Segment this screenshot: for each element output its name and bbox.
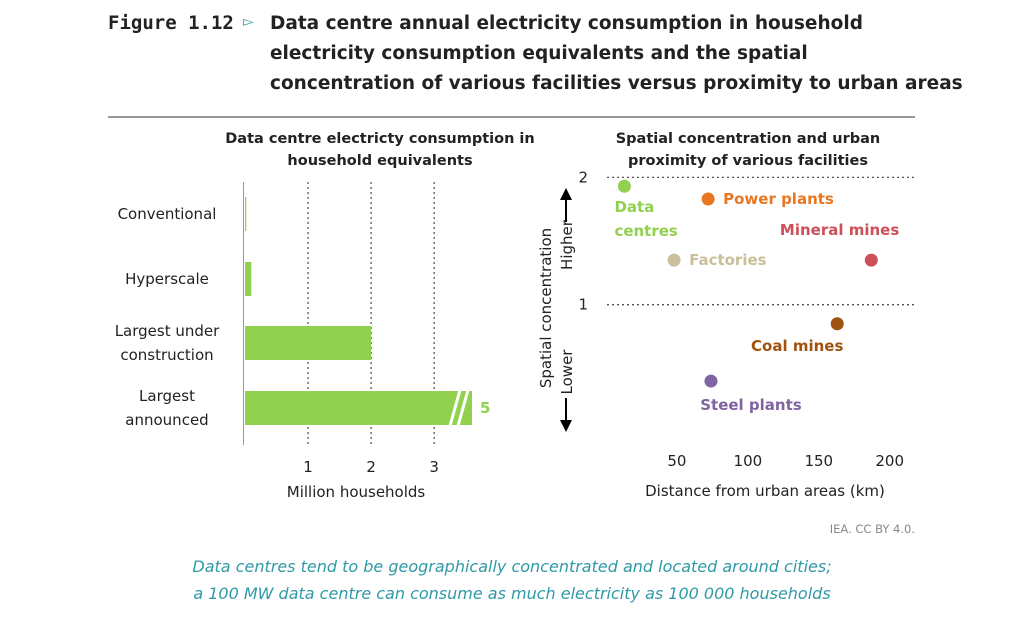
axis-break	[456, 389, 470, 427]
point-label: Steel plants	[700, 396, 802, 415]
caption-line: a 100 MW data centre can consume as much…	[193, 584, 831, 603]
point	[617, 179, 631, 193]
title-line: Data centre annual electricity consumpti…	[270, 13, 863, 34]
arrow-down-head	[560, 420, 572, 432]
point-label: Coal mines	[751, 336, 844, 355]
point	[701, 192, 715, 206]
x-tick-label: 3	[429, 458, 439, 476]
source: IEA. CC BY 4.0.	[829, 522, 915, 536]
point	[830, 317, 844, 331]
bar	[245, 326, 372, 360]
point	[667, 253, 681, 267]
title-line: electricity consumption equivalents and …	[270, 43, 808, 64]
x-tick-label: 150	[804, 452, 833, 470]
y-tick-label: Largest under construction	[114, 322, 220, 364]
x-axis-label: Distance from urban areas (km)	[645, 482, 885, 500]
caption-line: Data centres tend to be geographically c…	[192, 557, 832, 576]
chart-title: Data centre electricty consumption in ho…	[225, 131, 535, 169]
x-tick-label: 100	[734, 452, 763, 470]
x-tick-label: 50	[667, 452, 686, 470]
point-label: Power plants	[723, 190, 834, 208]
chart-title: Spatial concentration and urban proximit…	[615, 131, 881, 169]
value-label: 5	[480, 399, 490, 417]
axis-break	[448, 389, 462, 427]
y-axis-label: Spatial concentration	[537, 228, 555, 388]
bar	[245, 391, 472, 425]
figure-marker: ▻	[243, 14, 254, 30]
y-tick-label: Hyperscale	[125, 270, 209, 288]
y-low-label: Lower	[558, 349, 576, 395]
y-tick-label: Largest announced	[125, 387, 209, 429]
x-tick-label: 200	[875, 452, 904, 470]
point	[864, 253, 878, 267]
x-tick-label: 1	[303, 458, 313, 476]
point-label: Factories	[689, 251, 767, 270]
y-tick-label: Conventional	[117, 205, 217, 223]
x-tick-label: 2	[366, 458, 376, 476]
x-axis-label: Million households	[287, 483, 426, 501]
title-line: concentration of various facilities vers…	[270, 73, 963, 94]
y-tick-label: 1	[578, 296, 588, 314]
bar	[245, 262, 252, 296]
y-high-label: Higher	[558, 219, 576, 270]
point	[704, 374, 718, 388]
point-label: Data centres	[614, 198, 678, 241]
figure-label: Figure 1.12	[108, 12, 234, 34]
arrow-up-head	[560, 188, 572, 200]
bar	[245, 197, 247, 231]
y-tick-label: 2	[578, 168, 588, 186]
point-label: Mineral mines	[779, 221, 900, 240]
